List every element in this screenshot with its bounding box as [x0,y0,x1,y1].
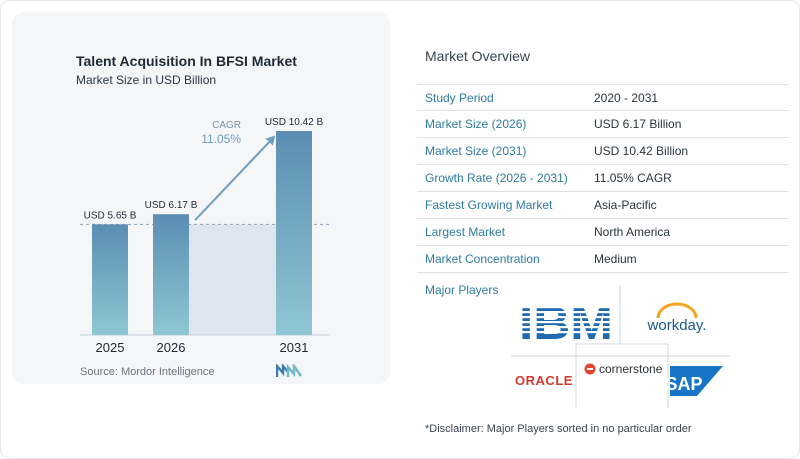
overview-key: Growth Rate (2026 - 2031) [425,171,568,185]
bar-chart: USD 5.65 B 2025 USD 6.17 B 2026 USD 10.42 B 2… [80,117,330,355]
x-tick-label: 2026 [157,340,186,355]
overview-row: Market Size (2026) USD 6.17 Billion [417,111,789,138]
data-label: USD 5.65 B [84,210,137,221]
bar-2026 [153,214,189,335]
chart-subtitle: Market Size in USD Billion [76,73,217,87]
overview-value: North America [594,225,671,239]
overview-row: Market Concentration Medium [417,246,789,273]
bar-2025 [92,224,128,335]
bar-2031 [276,131,312,335]
overview-row: Fastest Growing Market Asia-Pacific [417,192,789,219]
overview-row: Growth Rate (2026 - 2031) 11.05% CAGR [417,165,789,192]
data-label: USD 6.17 B [145,200,198,211]
data-label: USD 10.42 B [265,117,324,128]
overview-value: Asia-Pacific [594,198,657,212]
overview-value: USD 6.17 Billion [594,117,682,131]
major-players-label: Major Players [425,283,499,297]
cagr-value: 11.05% [201,132,241,146]
market-overview-table: Study Period 2020 - 2031 Market Size (2026… [417,84,789,273]
market-overview-title: Market Overview [425,48,531,64]
overview-key: Study Period [425,90,494,105]
overview-key: Fastest Growing Market [425,198,553,212]
overview-key: Largest Market [425,225,506,239]
cagr-label: CAGR [212,120,241,131]
overview-key: Market Size (2026) [425,117,527,131]
chart-title: Talent Acquisition In BFSI Market [76,53,297,69]
x-tick-label: 2025 [96,340,125,355]
overview-row: Largest Market North America [417,219,789,246]
overview-value: Medium [594,252,637,266]
source-text: Source: Mordor Intelligence [80,366,215,378]
overview-row: Market Size (2031) USD 10.42 Billion [417,138,789,165]
mordor-intelligence-logo-icon [276,364,302,378]
overview-value: 11.05% CAGR [594,171,672,185]
cagr-arrow [194,135,276,221]
shaded-area [189,224,276,335]
overview-value: 2020 - 2031 [594,90,659,105]
x-tick-label: 2031 [280,340,309,355]
overview-row: Study Period 2020 - 2031 [417,84,789,111]
overview-key: Market Size (2031) [425,144,527,158]
overview-value: USD 10.42 Billion [594,144,689,158]
overview-key: Market Concentration [425,252,540,266]
disclaimer-text: *Disclaimer: Major Players sorted in no … [425,423,692,435]
